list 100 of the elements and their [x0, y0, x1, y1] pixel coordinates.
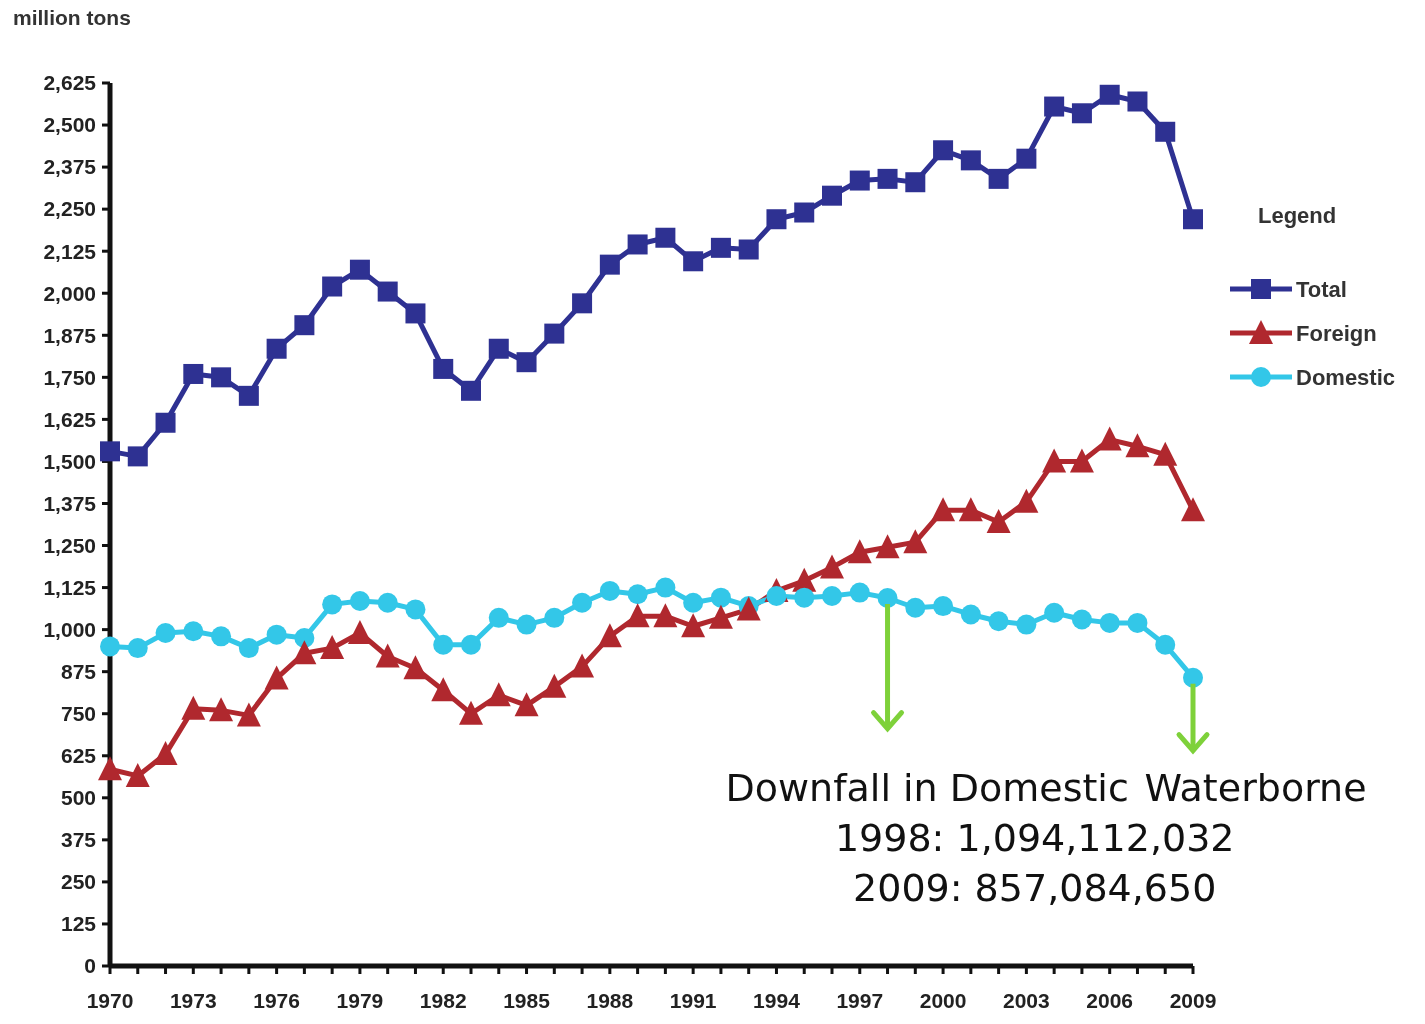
point — [405, 599, 426, 620]
point — [544, 323, 565, 344]
point — [1155, 121, 1176, 142]
point — [1097, 426, 1122, 451]
point — [683, 251, 704, 272]
y-tick-label: 750 — [60, 702, 96, 726]
x-tick-label: 1970 — [86, 989, 134, 1012]
point — [903, 529, 928, 554]
point — [1044, 96, 1065, 117]
point — [599, 254, 620, 275]
y-tick-label: 125 — [60, 912, 97, 936]
x-tick-label: 1982 — [419, 989, 467, 1012]
point — [625, 603, 650, 628]
point — [1125, 433, 1150, 458]
point — [1016, 148, 1037, 169]
point — [153, 741, 178, 766]
point — [599, 580, 620, 601]
point — [958, 497, 983, 522]
y-tick-label: 2,375 — [43, 155, 97, 179]
x-tick-label: 2006 — [1086, 989, 1134, 1012]
y-tick-label: 1,500 — [43, 449, 96, 473]
y-tick-label: 625 — [60, 744, 97, 768]
y-tick-label: 2,125 — [43, 239, 97, 263]
y-tick-label: 500 — [60, 786, 96, 810]
point — [488, 607, 509, 628]
point — [627, 234, 648, 255]
point — [266, 624, 287, 645]
point — [875, 534, 900, 559]
point — [1183, 667, 1203, 688]
point — [461, 380, 481, 401]
y-tick-label: 875 — [60, 660, 97, 684]
point — [516, 614, 537, 635]
point — [986, 508, 1011, 533]
point — [1181, 497, 1205, 522]
point — [627, 584, 648, 605]
x-tick-label: 1997 — [836, 989, 884, 1012]
y-tick-label: 2,625 — [43, 71, 97, 95]
point — [236, 702, 261, 727]
point — [155, 622, 176, 643]
point — [488, 338, 509, 359]
annotation: Waterborne — [1144, 766, 1367, 810]
point — [766, 585, 787, 606]
point — [1044, 602, 1065, 623]
point — [264, 665, 289, 690]
y-tick-label: 1,000 — [43, 617, 96, 641]
point — [822, 185, 842, 206]
point — [820, 554, 844, 579]
x-tick-label: 1979 — [336, 989, 384, 1012]
x-tick-label: 2000 — [919, 989, 967, 1012]
point — [349, 259, 370, 280]
point — [988, 611, 1009, 632]
point — [655, 577, 676, 598]
point — [322, 594, 343, 615]
y-tick-label: 1,250 — [43, 533, 96, 557]
point — [211, 367, 232, 388]
point — [183, 363, 204, 384]
x-tick-label: 1991 — [669, 989, 717, 1012]
point — [486, 682, 511, 707]
point — [375, 643, 400, 668]
point — [349, 591, 370, 612]
y-tick-label: 1,875 — [43, 323, 97, 347]
point — [1071, 103, 1092, 124]
point — [294, 315, 315, 336]
point — [292, 640, 317, 665]
point — [822, 585, 842, 606]
point — [181, 695, 206, 720]
point — [572, 293, 593, 314]
legend-label: Foreign — [1296, 320, 1377, 346]
point — [877, 588, 898, 608]
point — [905, 172, 926, 193]
y-tick-label: 250 — [60, 870, 96, 894]
point — [877, 168, 898, 189]
point — [1099, 612, 1120, 633]
point — [1069, 448, 1094, 473]
point — [1153, 441, 1178, 466]
point — [100, 636, 120, 657]
point — [655, 227, 676, 248]
point — [127, 446, 148, 467]
point — [653, 603, 678, 628]
point — [266, 338, 287, 359]
point — [1042, 448, 1067, 473]
point — [98, 756, 122, 781]
point — [544, 607, 565, 628]
y-tick-label: 1,375 — [43, 491, 97, 515]
point — [405, 303, 426, 324]
x-tick-label: 1994 — [753, 989, 801, 1012]
point — [542, 673, 567, 698]
point — [459, 700, 483, 725]
point — [516, 352, 537, 373]
point — [988, 168, 1009, 189]
point — [183, 621, 204, 642]
x-tick-label: 1988 — [586, 989, 634, 1012]
x-tick-label: 1976 — [253, 989, 300, 1012]
point — [433, 634, 454, 655]
point — [849, 170, 870, 191]
point — [905, 597, 926, 618]
y-tick-label: 2,250 — [43, 197, 96, 221]
point — [431, 677, 456, 702]
y-tick-label: 0 — [84, 954, 96, 978]
point — [433, 358, 454, 379]
